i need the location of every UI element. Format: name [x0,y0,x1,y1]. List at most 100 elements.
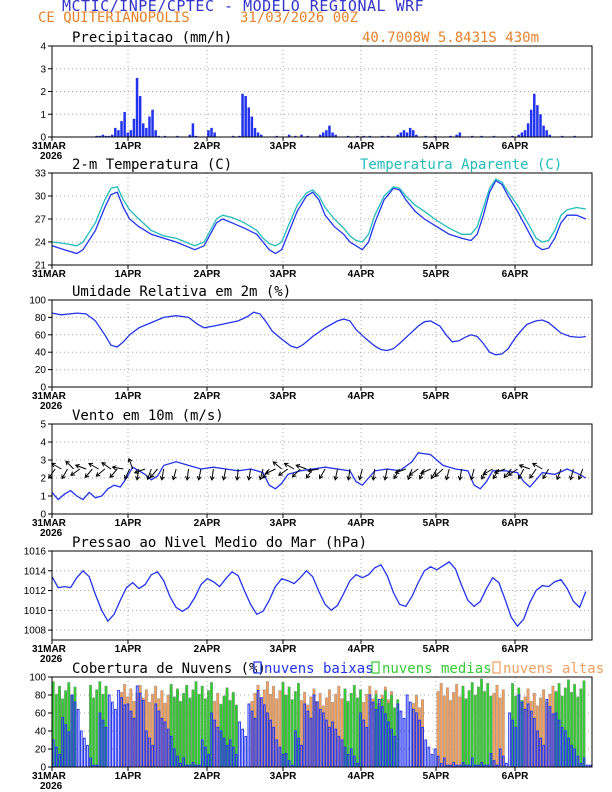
cloud-bar-nuvens-baixas [424,739,428,768]
wind-arrow-head [493,469,499,475]
precip-bar [151,109,154,137]
x-tick-label: 1APR [115,141,142,152]
y-tick-label: 1016 [24,547,47,558]
y-tick-label: 27 [35,215,47,226]
wind-arrow [284,463,295,470]
wind-arrow-head [371,476,377,481]
wind-arrow-head [127,457,133,463]
precip-bar [132,118,136,137]
wind-arrow-head [346,476,352,481]
x-tick-label: 3APR [270,269,297,280]
cloud-bar-nuvens-baixas [86,744,89,768]
cloud-bar-nuvens-medias [464,698,468,768]
precip-bar [163,135,167,137]
wind-arrow [347,468,351,480]
wind-arrow [492,468,500,479]
precip-bar [176,135,179,137]
wind-arrow-head [146,475,151,481]
cloud-bar-nuvens-medias [92,697,95,768]
panel-title: Cobertura de Nuvens (%) [72,661,266,677]
series-line-pres [51,561,587,628]
wind-arrow [372,468,376,480]
precip-bar [328,125,331,137]
wind-arrow-head [469,475,475,481]
wind-arrow-head [221,475,227,481]
precip-bar [135,77,139,137]
x-tick-label: 4APR [348,391,375,402]
wind-arrow [434,468,444,477]
x-tick-label: 4APR [348,518,375,529]
wind-arrow-head [319,474,324,480]
x-tick-label: 4APR [348,141,375,152]
precip-bar [294,135,297,137]
wind-arrow-head [295,463,301,469]
cloud-bar-nuvens-medias [179,701,182,768]
wind-arrow [198,468,202,480]
precip-bar [387,135,390,137]
legend-swatch [371,661,380,674]
wind-arrow-head [568,475,574,481]
precip-bar [408,127,412,137]
x-tick-label: 2APR [194,391,221,402]
precip-bar [412,130,415,137]
precip-bar [542,125,545,137]
y-tick-label: 4 [40,42,46,53]
y-tick-label: 1014 [24,566,47,577]
precip-bar [356,135,359,137]
precip-bar [188,134,192,137]
precip-bar [142,123,145,137]
wind-arrow-head [70,471,75,476]
wind-arrow [272,461,282,470]
wind-arrow [101,462,112,470]
x-tick-label: 6APR [502,518,529,529]
y-tick-label: 24 [35,238,47,249]
cloud-bar-nuvens-baixas [79,730,83,768]
y-tick-label: 60 [35,709,47,720]
wind-arrow [420,468,431,475]
cloud-bar-nuvens-altas [436,691,440,768]
y-tick-label: 33 [35,169,47,180]
precip-bar [380,135,384,137]
y-tick-label: 60 [35,330,47,341]
x-tick-label-year: 2026 [40,654,63,665]
wind-arrow [124,468,131,480]
precip-bar [405,132,409,137]
precip-bar [548,134,552,137]
precip-bar [449,135,452,137]
cloud-bar-nuvens-medias [197,693,201,768]
cloud-bar-nuvens-baixas [433,748,437,768]
wind-arrow-head [542,474,547,480]
run-datetime: 31/03/2026 00Z [240,10,359,26]
precip-bar [325,130,328,137]
x-tick-label: 3APR [270,644,297,655]
precip-bar [346,135,350,137]
wind-arrow-head [184,476,190,481]
y-tick-label: 1012 [24,586,47,597]
precip-bar [104,135,108,137]
wind-arrow [75,464,87,470]
y-tick-label: 30 [35,192,47,203]
cloud-bar-nuvens-altas [439,683,443,768]
cloud-bar-nuvens-altas [445,687,449,768]
precip-bar [250,116,254,137]
panel-frame [51,550,593,641]
precip-bar [573,135,576,137]
wind-arrow [147,468,152,480]
x-tick-label: 6APR [502,141,529,152]
wind-arrow [532,463,543,470]
wind-arrow [482,468,493,475]
panel-frame [51,172,593,266]
wind-arrow-head [577,475,583,481]
y-tick-label: 1008 [24,626,47,637]
wind-arrow-head [264,470,270,475]
wind-arrow-head [196,475,202,481]
wind-arrow [248,468,252,480]
wind-arrow-head [291,472,297,478]
wind-arrow-head [480,474,486,480]
precip-bar [523,130,527,137]
x-tick-label: 31MAR [32,771,67,782]
precip-bar [526,123,530,137]
